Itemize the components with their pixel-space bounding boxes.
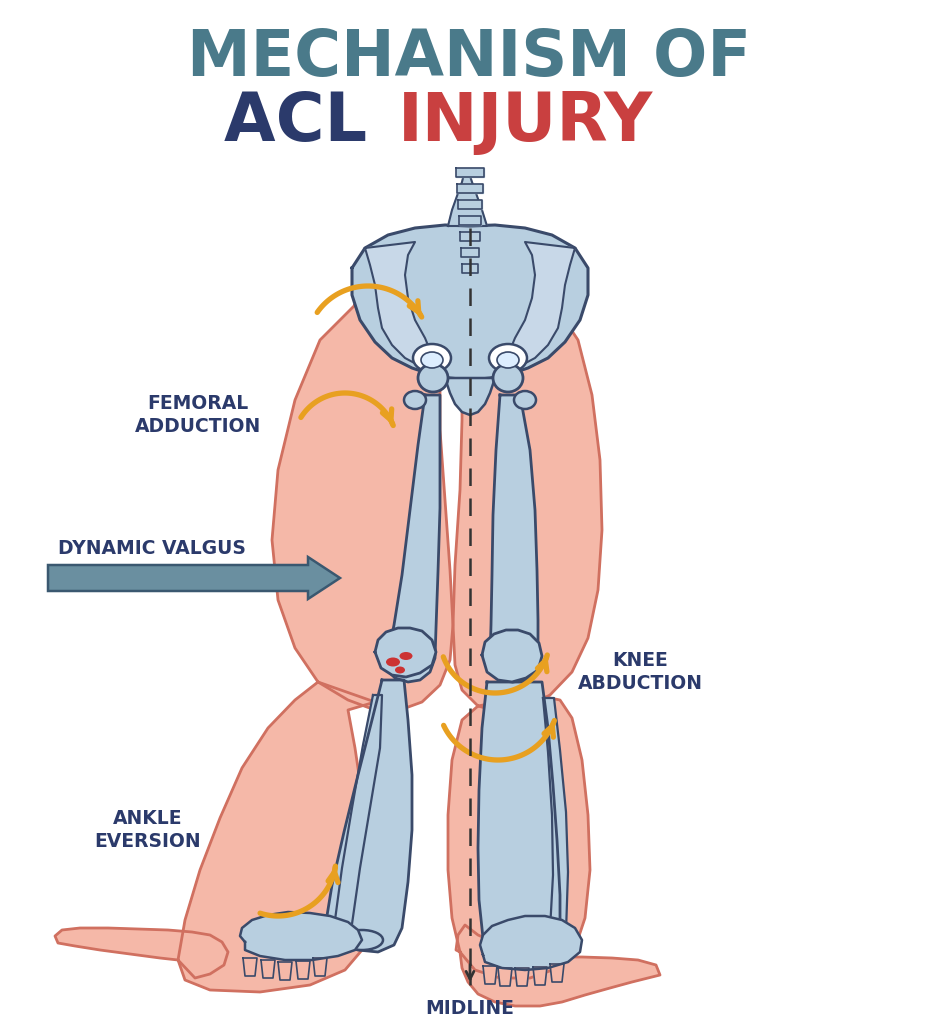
Polygon shape (55, 928, 228, 978)
Polygon shape (460, 232, 480, 241)
Text: KNEE
ABDUCTION: KNEE ABDUCTION (577, 650, 702, 693)
Text: ACL: ACL (223, 89, 390, 155)
Polygon shape (480, 916, 582, 970)
Polygon shape (482, 630, 542, 682)
Ellipse shape (503, 935, 545, 955)
Polygon shape (456, 168, 484, 177)
Text: FEMORAL
ADDUCTION: FEMORAL ADDUCTION (135, 394, 261, 436)
Polygon shape (515, 968, 529, 986)
Polygon shape (240, 912, 362, 961)
Text: INJURY: INJURY (398, 89, 654, 155)
FancyArrow shape (48, 557, 340, 599)
Polygon shape (462, 264, 478, 273)
Polygon shape (483, 966, 497, 984)
Ellipse shape (413, 344, 451, 372)
Ellipse shape (395, 667, 405, 674)
Ellipse shape (493, 364, 523, 392)
Polygon shape (498, 968, 512, 986)
Ellipse shape (404, 391, 426, 409)
Text: MIDLINE: MIDLINE (425, 998, 515, 1018)
Polygon shape (459, 216, 481, 225)
Ellipse shape (399, 652, 412, 660)
Ellipse shape (341, 930, 383, 950)
Ellipse shape (514, 391, 536, 409)
Polygon shape (456, 925, 660, 1006)
Polygon shape (296, 961, 310, 979)
Polygon shape (365, 242, 432, 368)
Polygon shape (533, 967, 547, 985)
Ellipse shape (489, 344, 527, 372)
Polygon shape (478, 682, 560, 958)
Polygon shape (325, 680, 412, 952)
Text: DYNAMIC VALGUS: DYNAMIC VALGUS (58, 539, 246, 557)
Polygon shape (375, 628, 436, 677)
Polygon shape (448, 695, 590, 978)
Polygon shape (457, 184, 483, 193)
Polygon shape (490, 395, 538, 682)
Polygon shape (508, 242, 575, 368)
Polygon shape (445, 378, 495, 415)
Ellipse shape (386, 657, 400, 667)
Ellipse shape (418, 364, 448, 392)
Polygon shape (243, 958, 257, 976)
Text: MECHANISM OF: MECHANISM OF (187, 27, 751, 89)
Polygon shape (461, 248, 479, 257)
Polygon shape (313, 958, 327, 976)
Ellipse shape (421, 352, 443, 368)
Polygon shape (543, 698, 568, 936)
Text: ANKLE
EVERSION: ANKLE EVERSION (95, 809, 201, 851)
Polygon shape (335, 695, 382, 928)
Polygon shape (550, 964, 564, 982)
Polygon shape (261, 961, 275, 978)
Polygon shape (453, 292, 602, 712)
Polygon shape (278, 962, 292, 980)
Polygon shape (352, 225, 588, 380)
Ellipse shape (497, 352, 519, 368)
Polygon shape (272, 292, 453, 710)
Polygon shape (385, 395, 440, 682)
Polygon shape (178, 682, 375, 992)
Polygon shape (458, 200, 482, 209)
Polygon shape (448, 170, 487, 226)
